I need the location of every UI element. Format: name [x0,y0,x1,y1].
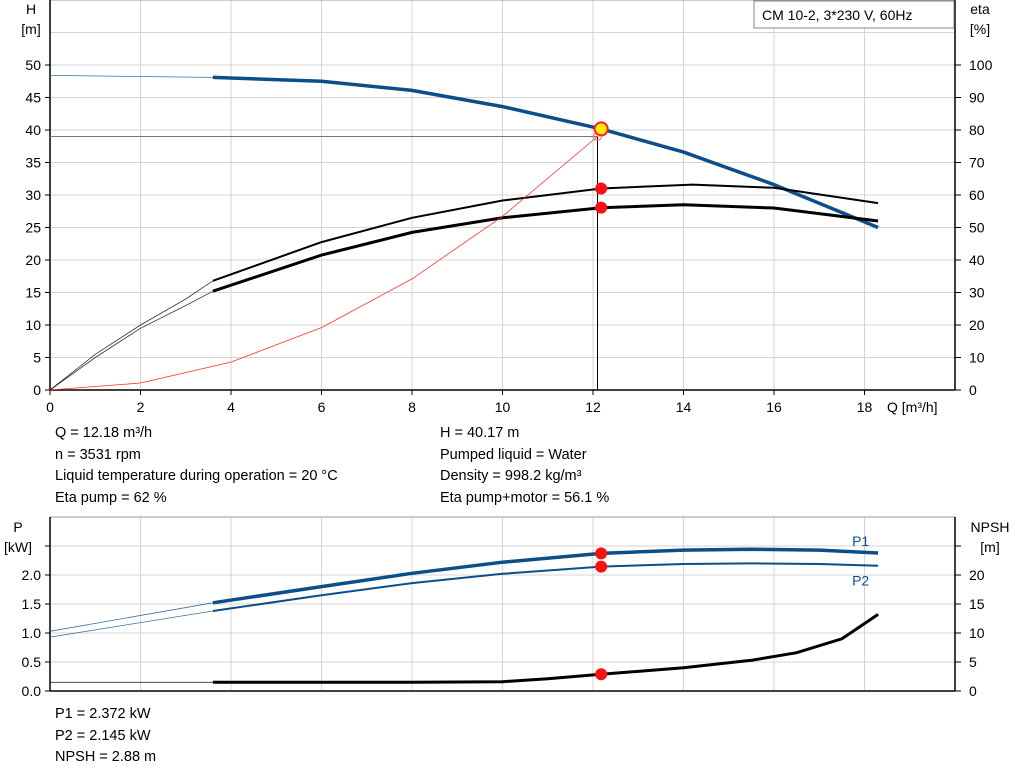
curve-P1 [212,547,879,605]
x-tick-label: 6 [318,399,326,415]
eta-pump-marker [595,182,608,195]
y-tick-label-left: 0.0 [22,683,42,699]
y-tick-label-right: 5 [969,654,977,670]
y-axis-label-right: [m] [980,539,999,555]
curve-P1-extrapolated [49,602,213,632]
y-tick-label-left: 50 [25,57,41,73]
y-tick-label-left: 1.0 [22,625,42,641]
info-npsh: NPSH = 2.88 m [55,749,157,765]
x-tick-label: 4 [227,399,235,415]
info-temperature: Liquid temperature during operation = 20… [55,468,338,484]
y-tick-label-left: 30 [25,187,41,203]
legend-P2: P2 [852,573,869,589]
curve-H-extrapolated [49,75,213,78]
y-tick-label-right: 100 [969,57,993,73]
y-tick-label-left: 20 [25,252,41,268]
y-tick-label-right: 40 [969,252,985,268]
y-axis-label-left: [m] [21,21,40,37]
chart-title: CM 10-2, 3*230 V, 60Hz [762,7,912,23]
y-tick-label-left: 10 [25,317,41,333]
x-axis-label: Q [m³/h] [887,399,938,415]
y-tick-label-left: 1.5 [22,596,42,612]
y-tick-label-right: 70 [969,155,985,171]
x-tick-label: 0 [46,399,54,415]
duty-point-marker [593,121,609,137]
y-tick-label-right: 50 [969,220,985,236]
curve-eta-pump-motor [212,203,879,293]
y-tick-label-right: 15 [969,596,985,612]
legend-P1: P1 [852,533,869,549]
y-tick-label-right: 0 [969,382,977,398]
curve-P2-extrapolated [49,610,213,638]
y-tick-label-left: 15 [25,285,41,301]
x-tick-label: 18 [857,399,873,415]
y-tick-label-right: 10 [969,350,985,366]
y-axis-label-right: eta [970,1,990,17]
curve-NPSH [212,613,879,684]
info-top-right: H = 40.17 m Pumped liquid = Water Densit… [440,423,609,509]
p1-marker [595,547,608,560]
y-tick-label-right: 0 [969,683,977,699]
p2-marker [595,560,608,573]
y-tick-label-right: 60 [969,187,985,203]
x-tick-label: 2 [137,399,145,415]
y-tick-label-left: 25 [25,220,41,236]
title-box [753,0,955,29]
y-tick-label-right: 30 [969,285,985,301]
y-tick-label-left: 5 [33,350,41,366]
curve-eta-pump-motor-extrapolated [49,290,214,391]
y-tick-label-right: 80 [969,122,985,138]
curve-system-curve [49,136,598,391]
y-axis-label-left: [kW] [4,539,32,555]
x-tick-label: 12 [585,399,601,415]
y-tick-label-left: 0 [33,382,41,398]
curve-eta-pump [212,183,879,282]
info-speed: n = 3531 rpm [55,446,141,463]
x-tick-label: 14 [676,399,692,415]
npsh-marker [595,668,608,681]
y-tick-label-right: 90 [969,90,985,106]
y-axis-label-right: [%] [970,21,990,37]
eta-total-marker [595,201,608,214]
y-tick-label-right: 10 [969,625,985,641]
y-axis-label-right: NPSH [971,519,1010,535]
y-tick-label-left: 40 [25,122,41,138]
info-density: Density = 998.2 kg/m³ [440,468,582,484]
x-tick-label: 16 [766,399,782,415]
info-top-left: Q = 12.18 m³/h n = 3531 rpm Liquid tempe… [55,423,338,509]
y-axis-label-left: P [13,519,22,535]
curve-eta-pump-extrapolated [49,280,214,391]
info-eta-total: Eta pump+motor = 56.1 % [440,489,610,506]
info-p2: P2 = 2.145 kW [55,727,151,744]
x-tick-label: 8 [408,399,416,415]
info-eta-pump: Eta pump = 62 % [55,489,167,506]
y-axis-label-left: H [26,1,36,17]
info-head: H = 40.17 m [440,425,520,441]
y-tick-label-left: 0.5 [22,654,42,670]
y-tick-label-right: 20 [969,317,985,333]
info-bottom: P1 = 2.372 kW P2 = 2.145 kW NPSH = 2.88 … [55,704,156,769]
y-tick-label-right: 20 [969,567,985,583]
x-tick-label: 10 [495,399,511,415]
y-tick-label-left: 35 [25,155,41,171]
info-liquid: Pumped liquid = Water [440,446,587,463]
info-p1: P1 = 2.372 kW [55,706,151,722]
info-flow: Q = 12.18 m³/h [55,425,153,441]
curve-H [212,75,879,230]
y-tick-label-left: 45 [25,90,41,106]
y-tick-label-left: 2.0 [22,567,42,583]
